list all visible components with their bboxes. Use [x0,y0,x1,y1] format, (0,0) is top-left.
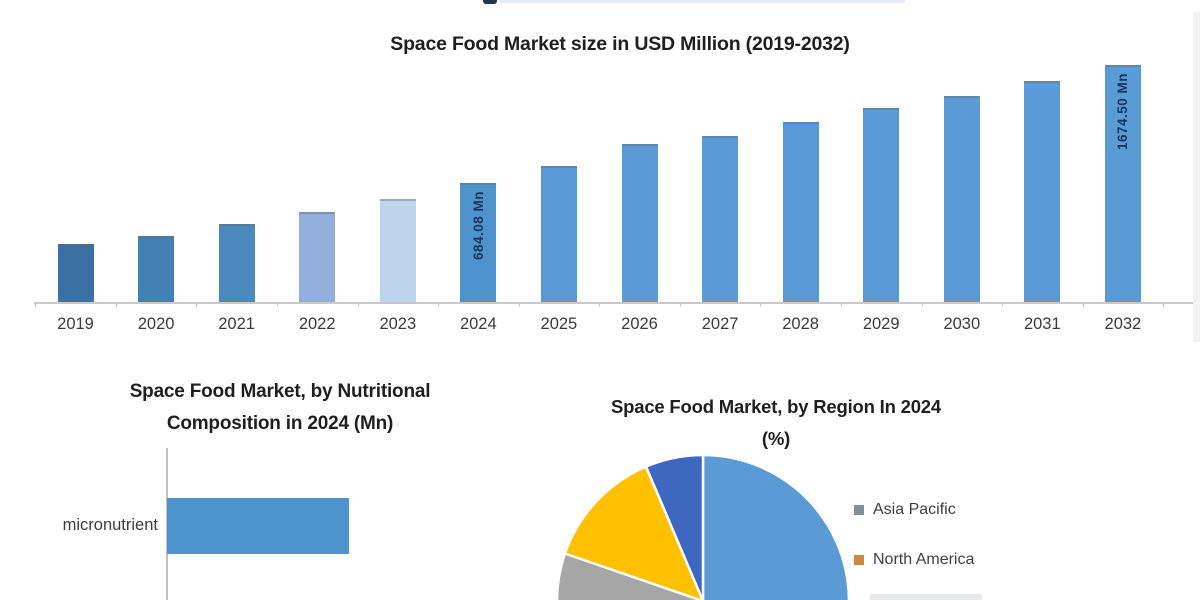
x-axis-tick [35,302,37,307]
bar-micronutrient [167,498,349,554]
region-chart-title-line1: Space Food Market, by Region In 2024 [610,396,941,417]
x-axis-tick [115,302,117,307]
bar-2027 [702,136,739,302]
x-axis-tick [760,302,762,307]
region-pie-chart [555,453,851,600]
x-axis-tick [438,302,439,307]
x-axis-tick [518,302,520,307]
bar-value-label: 1674.50 Mn [1115,73,1131,151]
x-axis-label-2021: 2021 [218,315,255,333]
nutrition-chart-title-line1: Space Food Market, by Nutritional [129,381,431,402]
x-axis-label-2022: 2022 [298,315,336,333]
bar-2020 [138,236,175,302]
x-axis-label-2032: 2032 [1104,315,1142,333]
legend-item-north-america: North America [854,551,974,569]
legend-marker-icon [854,505,864,515]
x-axis-label-2028: 2028 [782,315,819,333]
legend-item-asia-pacific: Asia Pacific [854,501,956,519]
legend-marker-icon [854,555,864,565]
x-axis-tick [921,302,923,307]
bar-2021 [218,224,255,302]
nutrition-chart-title-line2: Composition in 2024 (Mn) [166,413,394,434]
bar-2025 [540,166,577,302]
x-axis-tick [196,302,198,307]
legend-item-partial [870,594,982,600]
bar-2023 [379,199,416,302]
bar-value-label: 684.08 Mn [470,191,486,261]
bar-2026 [621,144,658,302]
bar-2028 [782,122,819,302]
bar-2019 [57,244,94,302]
x-axis-label-2031: 2031 [1023,315,1061,333]
x-axis-label-2030: 2030 [943,315,981,333]
legend-label: Asia Pacific [873,501,956,518]
pie-dark-blue-slice [644,453,705,600]
bar-2031 [1024,81,1061,302]
nutrition-category-label: micronutrient [62,516,158,534]
bar-2024 [460,183,497,302]
bar-2022 [299,212,336,302]
x-axis-line [34,302,1193,304]
x-axis-tick [1163,302,1165,307]
right-edge-strip [1193,12,1200,342]
x-axis-label-2026: 2026 [621,315,658,333]
x-axis-label-2020: 2020 [137,315,175,333]
market-size-chart-title: Space Food Market size in USD Million (2… [390,33,850,55]
legend-label: North America [873,551,975,568]
x-axis-tick [679,302,681,307]
cropped-heading-fragment [483,0,497,4]
x-axis-tick [1082,302,1084,307]
nutrition-chart-y-axis [166,448,168,600]
bar-value-label-box: 684.08 Mn [460,191,496,296]
x-axis-label-2027: 2027 [701,315,739,333]
bar-2030 [943,96,980,302]
region-chart-title-line2: (%) [761,428,791,449]
x-axis-tick [1002,302,1003,307]
cropped-heading-underline [500,0,905,3]
x-axis-tick [840,302,842,307]
x-axis-tick [599,302,601,307]
bar-2029 [863,108,900,302]
x-axis-label-2029: 2029 [862,315,900,333]
x-axis-label-2025: 2025 [540,315,578,333]
x-axis-tick [357,302,359,307]
pie-gold-slice [563,465,704,600]
pie-light-blue-slice [701,453,851,600]
x-axis-label-2024: 2024 [459,315,497,333]
x-axis-label-2023: 2023 [379,315,417,333]
bar-2032 [1104,65,1141,302]
bar-value-label-box: 1674.50 Mn [1105,73,1141,296]
x-axis-tick [276,302,278,307]
x-axis-label-2019: 2019 [57,315,94,333]
